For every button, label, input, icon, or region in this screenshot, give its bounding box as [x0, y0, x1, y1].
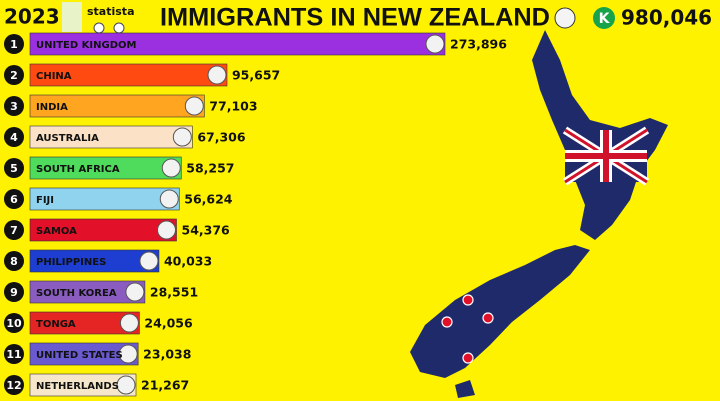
category-label: SOUTH KOREA	[36, 288, 117, 299]
chart-title: IMMIGRANTS IN NEW ZEALAND	[160, 4, 550, 32]
category-label: INDIA	[36, 102, 68, 113]
value-label: 54,376	[182, 223, 231, 238]
bar	[29, 63, 228, 87]
rank: 4	[10, 131, 18, 144]
rank: 2	[10, 69, 18, 82]
flag	[118, 344, 138, 364]
rank: 12	[6, 379, 21, 392]
value-label: 58,257	[186, 161, 234, 176]
bar	[29, 373, 137, 397]
rank-badge	[4, 34, 24, 54]
category-label: AUSTRALIA	[36, 133, 99, 144]
rank-badge	[4, 65, 24, 85]
bar	[29, 218, 177, 242]
stewart-island	[455, 380, 475, 398]
category-label: NETHERLANDS	[36, 381, 119, 392]
rank-badge	[4, 127, 24, 147]
logo	[93, 22, 105, 34]
value-label: 28,551	[150, 285, 198, 300]
flag	[125, 282, 145, 302]
star	[482, 312, 494, 324]
flag	[425, 34, 445, 54]
category-label: SAMOA	[36, 226, 77, 237]
value-label: 23,038	[143, 347, 191, 362]
flag	[116, 375, 136, 395]
map	[410, 30, 668, 398]
value-label: 24,056	[144, 316, 193, 331]
flag	[184, 96, 204, 116]
flag	[157, 220, 177, 240]
flag	[172, 127, 192, 147]
logo	[62, 2, 82, 32]
bar	[29, 125, 193, 149]
rank-badge	[4, 282, 24, 302]
logo	[113, 22, 125, 34]
value-label: 273,896	[450, 37, 507, 52]
rank: 11	[6, 348, 21, 361]
stars	[441, 294, 494, 364]
star	[462, 352, 474, 364]
channel-logo-circle	[593, 7, 615, 29]
flag-cross	[565, 153, 647, 159]
rank: 5	[10, 162, 18, 175]
value-label: 21,267	[141, 378, 189, 393]
category-label: UNITED KINGDOM	[36, 40, 136, 51]
category-label: PHILIPPINES	[36, 257, 106, 268]
rank: 1	[10, 38, 18, 51]
category-label: TONGA	[36, 319, 76, 330]
rank: 7	[10, 224, 18, 237]
flag	[159, 189, 179, 209]
bar	[29, 280, 146, 304]
rank-badge	[4, 344, 24, 364]
bar	[29, 342, 139, 366]
category-label: CHINA	[36, 71, 72, 82]
rank: 3	[10, 100, 18, 113]
bar	[29, 187, 180, 211]
value-label: 40,033	[164, 254, 212, 269]
bar	[29, 94, 205, 118]
south-island	[410, 245, 590, 378]
star	[441, 316, 453, 328]
value-label: 95,657	[232, 68, 280, 83]
rank-badge	[4, 96, 24, 116]
rank-badge	[4, 375, 24, 395]
rank-badge	[4, 220, 24, 240]
bar	[29, 311, 140, 335]
flag	[207, 65, 227, 85]
year: 2023	[4, 5, 60, 29]
rank-badge	[4, 158, 24, 178]
value-label: 56,624	[184, 192, 233, 207]
rank: 6	[10, 193, 18, 206]
rank: 9	[10, 286, 18, 299]
rank-badge	[4, 251, 24, 271]
channel-logo: K	[599, 11, 611, 27]
star	[462, 294, 474, 306]
rank-badge	[4, 189, 24, 209]
category-label: SOUTH AFRICA	[36, 164, 120, 175]
value-label: 77,103	[209, 99, 257, 114]
bars: 1 UNITED KINGDOM 273,896 2 CHINA 95,657 3 INDIA…	[4, 32, 507, 397]
rank: 10	[6, 317, 22, 330]
bar	[29, 156, 182, 180]
category-label: UNITED STATES	[36, 350, 123, 361]
bar	[29, 249, 160, 273]
rank: 8	[10, 255, 18, 268]
emblem	[554, 7, 576, 29]
flag	[161, 158, 181, 178]
flag	[119, 313, 139, 333]
value-label: 67,306	[197, 130, 246, 145]
flag	[139, 251, 159, 271]
source: statista	[87, 5, 135, 18]
union-jack	[562, 126, 650, 186]
bar	[29, 32, 446, 56]
rank-badge	[4, 313, 24, 333]
total: 980,046	[621, 6, 712, 30]
category-label: FIJI	[36, 195, 54, 206]
